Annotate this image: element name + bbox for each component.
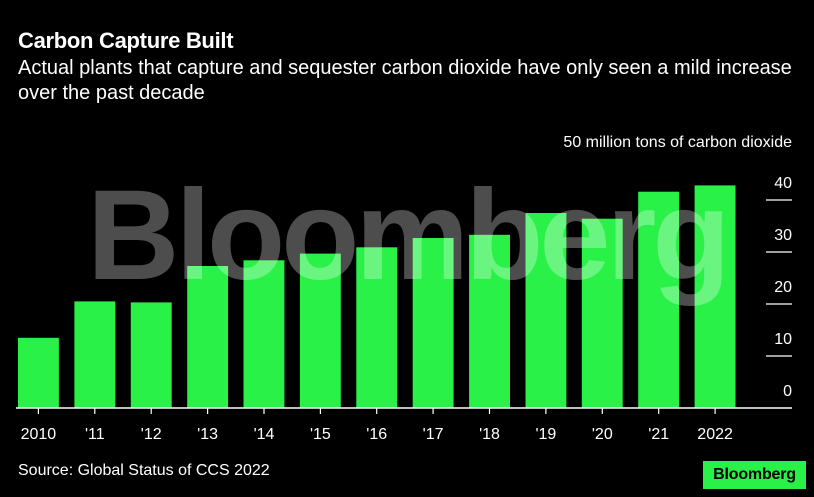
y-tick-label: 30 — [774, 227, 792, 244]
bar-10 — [581, 218, 623, 408]
bar-12 — [694, 185, 736, 408]
x-tick-label: '14 — [254, 426, 275, 443]
chart-subtitle: Actual plants that capture and sequester… — [18, 57, 792, 104]
x-tick-label: '16 — [366, 426, 387, 443]
x-tick-label: '13 — [197, 426, 218, 443]
bar-2 — [130, 302, 172, 408]
x-tick-label: 2010 — [21, 426, 57, 443]
y-tick-label: 40 — [774, 175, 792, 192]
bloomberg-logo: Bloomberg — [703, 461, 806, 489]
source-note: Source: Global Status of CCS 2022 — [18, 462, 270, 479]
bar-8 — [469, 234, 510, 408]
bar-6 — [356, 247, 398, 408]
bar-5 — [299, 253, 341, 408]
x-tick-label: 2022 — [697, 426, 733, 443]
y-tick-label: 0 — [783, 383, 792, 400]
bar-4 — [243, 260, 285, 408]
y-tick-label: 20 — [774, 279, 792, 296]
bar-3 — [187, 266, 229, 408]
bar-1 — [74, 301, 116, 408]
x-tick-label: '11 — [85, 426, 105, 443]
y-tick-label: 10 — [774, 331, 792, 348]
bar-11 — [638, 191, 680, 408]
x-tick-label: '15 — [310, 426, 331, 443]
bar-7 — [412, 238, 454, 408]
bar-9 — [525, 213, 567, 408]
chart-title: Carbon Capture Built — [18, 28, 234, 53]
x-tick-label: '12 — [141, 426, 162, 443]
y-axis-unit-label: 50 million tons of carbon dioxide — [563, 134, 792, 151]
x-tick-label: '18 — [479, 426, 500, 443]
x-tick-label: '21 — [648, 426, 669, 443]
x-tick-label: '17 — [423, 426, 444, 443]
x-tick-label: '19 — [535, 426, 556, 443]
bar-0 — [18, 337, 59, 408]
x-tick-label: '20 — [592, 426, 613, 443]
